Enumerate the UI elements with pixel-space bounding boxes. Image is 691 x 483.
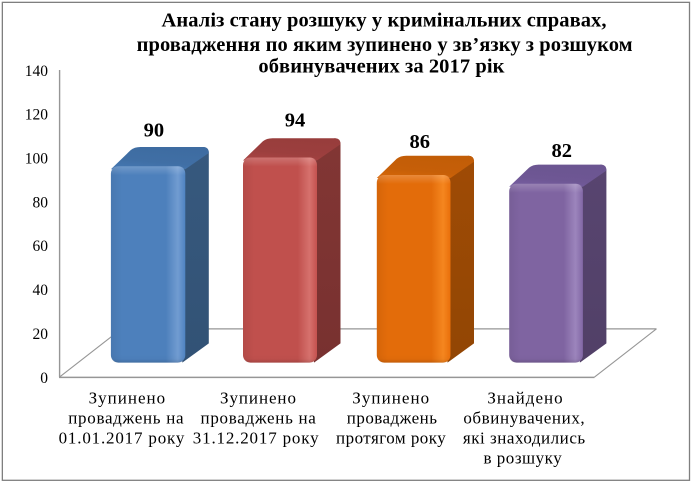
- svg-text:протягом року: протягом року: [336, 429, 446, 448]
- svg-text:40: 40: [33, 282, 49, 299]
- svg-text:94: 94: [285, 109, 306, 131]
- svg-text:Знайдено: Знайдено: [487, 389, 562, 408]
- svg-text:140: 140: [25, 63, 49, 80]
- svg-text:провадження по яким зупинено у: провадження по яким зупинено у зв’язку з…: [137, 34, 633, 56]
- svg-text:які знаходились: які знаходились: [463, 429, 586, 448]
- svg-text:120: 120: [25, 107, 49, 124]
- svg-text:обвинувачених,: обвинувачених,: [463, 409, 584, 428]
- svg-text:0: 0: [40, 370, 48, 387]
- svg-text:Зупинено: Зупинено: [220, 389, 296, 408]
- svg-text:проваджень на: проваджень на: [201, 409, 317, 428]
- svg-text:100: 100: [25, 151, 49, 168]
- svg-text:86: 86: [410, 131, 431, 153]
- svg-text:обвинувачених за 2017 рік: обвинувачених за 2017 рік: [258, 55, 504, 77]
- svg-text:в розшуку: в розшуку: [484, 449, 563, 468]
- svg-text:82: 82: [552, 140, 573, 162]
- svg-text:60: 60: [33, 238, 49, 255]
- svg-text:31.12.2017 року: 31.12.2017 року: [193, 429, 319, 448]
- svg-text:90: 90: [144, 120, 165, 142]
- svg-text:Зупинено: Зупинено: [89, 389, 165, 408]
- svg-text:80: 80: [33, 194, 49, 211]
- svg-text:20: 20: [33, 326, 49, 343]
- svg-text:01.01.2017 року: 01.01.2017 року: [59, 429, 185, 448]
- svg-text:проваджень: проваджень: [347, 409, 437, 428]
- svg-text:Аналіз стану розшуку у криміна: Аналіз стану розшуку у кримінальних спра…: [162, 10, 607, 32]
- svg-text:проваджень на: проваджень на: [68, 409, 184, 428]
